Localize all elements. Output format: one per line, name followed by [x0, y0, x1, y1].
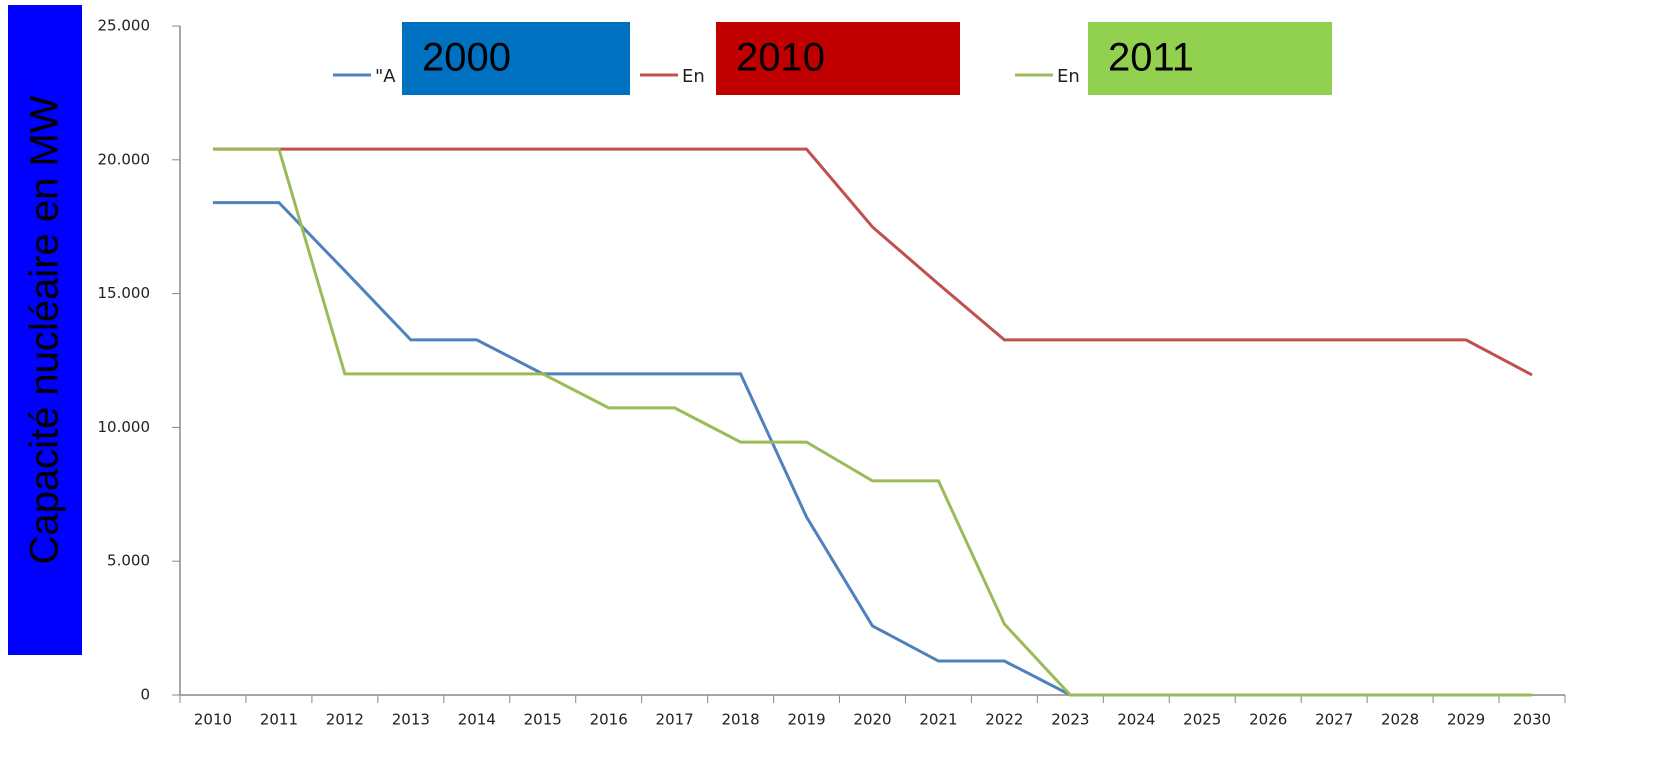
- y-tick-label: 20.000: [98, 150, 151, 168]
- x-tick-label: 2013: [392, 711, 430, 729]
- series-line: [212, 201, 1533, 697]
- x-tick-label: 2011: [260, 711, 298, 729]
- legend-box-label: 2000: [422, 36, 511, 80]
- legend-label: En: [682, 66, 705, 87]
- x-tick-label: 2014: [458, 711, 496, 729]
- x-tick-label: 2027: [1315, 711, 1353, 729]
- legend-box: [402, 22, 630, 95]
- x-tick-label: 2019: [787, 711, 825, 729]
- y-label-box: [8, 5, 82, 655]
- x-tick-label: 2024: [1117, 711, 1155, 729]
- x-tick-label: 2023: [1051, 711, 1089, 729]
- x-tick-label: 2026: [1249, 711, 1287, 729]
- x-tick-label: 2030: [1513, 711, 1551, 729]
- x-tick-label: 2012: [326, 711, 364, 729]
- x-tick-label: 2020: [853, 711, 891, 729]
- legend-box-label: 2010: [736, 36, 825, 80]
- y-tick-label: 0: [140, 686, 150, 704]
- x-tick-label: 2022: [985, 711, 1023, 729]
- series-line: [212, 147, 1533, 697]
- x-tick-label: 2017: [656, 711, 694, 729]
- x-tick-label: 2025: [1183, 711, 1221, 729]
- y-axis-label: Capacité nucléaire en MW: [23, 95, 67, 564]
- x-tick-label: 2028: [1381, 711, 1419, 729]
- plot: 0 5.000 10.000 15.000 20.000 25.000 2010 2011 20…: [98, 17, 1566, 729]
- legend-box: [1088, 22, 1332, 95]
- x-tick-label: 2018: [722, 711, 760, 729]
- x-tick-label: 2029: [1447, 711, 1485, 729]
- y-tick-label: 10.000: [98, 418, 151, 436]
- legend-box-label: 2011: [1108, 36, 1194, 80]
- legend-label: En: [1057, 66, 1080, 87]
- x-tick-label: 2010: [194, 711, 232, 729]
- y-tick-label: 15.000: [98, 284, 151, 302]
- x-tick-label: 2015: [524, 711, 562, 729]
- y-tick-label: 25.000: [98, 17, 151, 35]
- x-tick-label: 2021: [919, 711, 957, 729]
- y-tick-label: 5.000: [107, 552, 150, 570]
- series-line: [212, 147, 1533, 377]
- legend-label: "A: [375, 66, 396, 87]
- x-tick-label: 2016: [590, 711, 628, 729]
- legend-box: [716, 22, 960, 95]
